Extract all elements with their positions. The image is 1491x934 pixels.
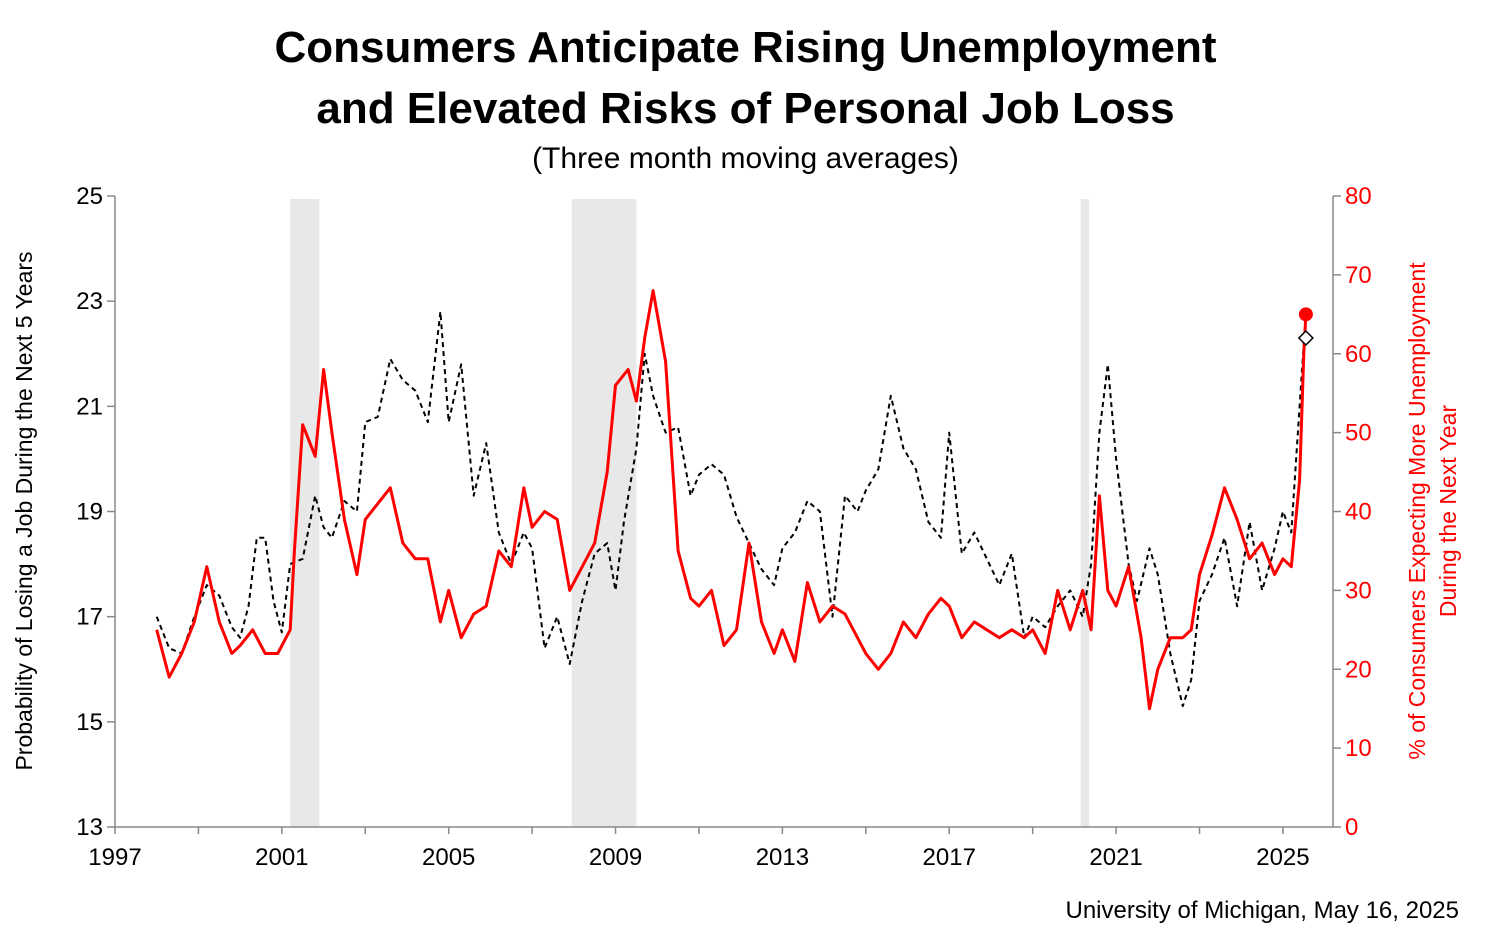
end-markers: [1297, 307, 1314, 347]
right-tick-label-3: 30: [1345, 577, 1372, 604]
x-tick-label-6: 2021: [1089, 844, 1142, 871]
left-tick-label-4: 21: [76, 393, 103, 420]
x-tick-label-5: 2017: [923, 844, 976, 871]
axes: 13 15 17 19 21 23 25 0 10 20 30 40 50 60 70 80 1997 2001 2…: [76, 183, 1371, 871]
end-marker-circle: [1298, 307, 1313, 322]
left-tick-label-0: 13: [76, 814, 103, 841]
recession-band-1: [571, 199, 637, 827]
right-tick-label-6: 60: [1345, 341, 1372, 368]
series-line-1: [155, 289, 1308, 711]
series-line-0: [155, 310, 1305, 708]
x-tick-label-1: 2001: [255, 844, 308, 871]
x-tick-label-3: 2009: [589, 844, 642, 871]
left-tick-label-3: 19: [76, 499, 103, 526]
right-axis-title-line2: During the Next Year: [1435, 405, 1461, 618]
x-tick-label-0: 1997: [88, 844, 141, 871]
source-note: University of Michigan, May 16, 2025: [1065, 897, 1459, 924]
x-tick-label-7: 2025: [1256, 844, 1309, 871]
series-lines: [155, 289, 1308, 711]
left-tick-label-1: 15: [76, 709, 103, 736]
recession-shading: [290, 199, 1089, 827]
right-tick-label-8: 80: [1345, 183, 1372, 210]
recession-band-2: [1080, 199, 1089, 827]
x-tick-label-2: 2005: [422, 844, 475, 871]
recession-band-0: [290, 199, 320, 827]
right-axis-title-line1: % of Consumers Expecting More Unemployme…: [1404, 262, 1430, 760]
right-tick-label-5: 50: [1345, 420, 1372, 447]
left-tick-label-6: 25: [76, 183, 103, 210]
right-tick-label-7: 70: [1345, 262, 1372, 289]
left-tick-label-2: 17: [76, 604, 103, 631]
chart-title-line2: and Elevated Risks of Personal Job Loss: [316, 84, 1175, 133]
chart-subtitle: (Three month moving averages): [532, 142, 959, 175]
left-tick-label-5: 23: [76, 288, 103, 315]
right-tick-label-2: 20: [1345, 656, 1372, 683]
right-tick-label-0: 0: [1345, 814, 1358, 841]
x-tick-label-4: 2013: [756, 844, 809, 871]
end-marker-diamond: [1297, 329, 1314, 347]
right-tick-label-4: 40: [1345, 499, 1372, 526]
chart-title-line1: Consumers Anticipate Rising Unemployment: [274, 23, 1217, 72]
left-axis-title: Probability of Losing a Job During the N…: [11, 251, 37, 770]
right-tick-label-1: 10: [1345, 735, 1372, 762]
